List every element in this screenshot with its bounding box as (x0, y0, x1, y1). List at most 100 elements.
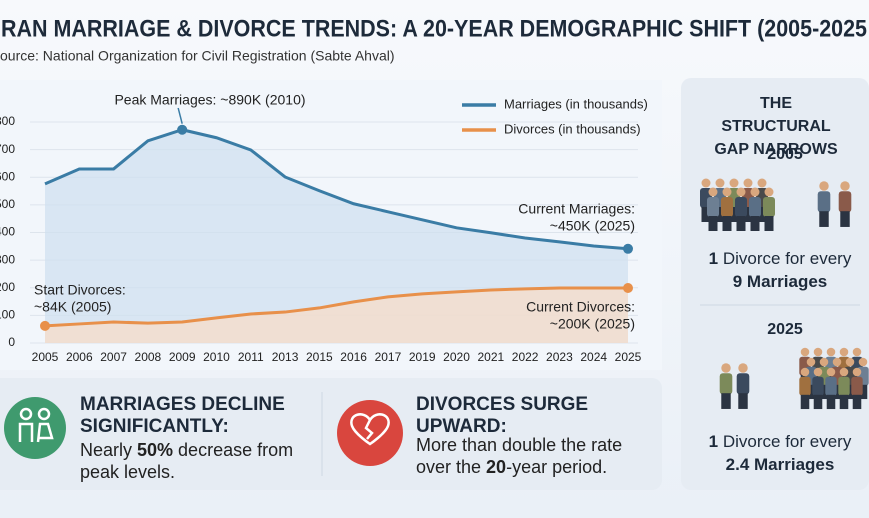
annotation: ~200K (2025) (550, 316, 635, 332)
person-head (750, 187, 760, 197)
emphasis: 2.4 Marriages (725, 455, 835, 474)
x-tick-label: 2024 (580, 350, 607, 364)
person-legs (743, 207, 753, 222)
point (177, 124, 188, 135)
y-tick-label: 100 (0, 308, 15, 322)
annotation: Peak Marriages: ~890K (2010) (114, 92, 305, 108)
person-legs (845, 384, 855, 400)
person-head (729, 178, 739, 188)
text: Divorce for every (718, 432, 852, 451)
point (40, 320, 50, 331)
x-tick-label: 2011 (238, 350, 264, 364)
person-body (736, 373, 750, 395)
marriage-icon (4, 397, 66, 459)
annotation: ~84K (2005) (34, 299, 111, 315)
person-head (819, 357, 829, 367)
person-head (819, 181, 829, 191)
person-head (743, 178, 753, 188)
sidebar-year: 2025 (767, 321, 803, 338)
emphasis: 9 Marriages (732, 272, 828, 291)
person-head (852, 347, 862, 357)
person-head (800, 347, 810, 357)
card-body: More than double the rate over the 20-ye… (416, 434, 641, 478)
card-body: Nearly 50% decrease from peak levels. (80, 439, 305, 483)
person-body (817, 191, 831, 213)
y-tick-label: 400 (0, 225, 15, 239)
person-head (721, 363, 731, 373)
person-legs (757, 207, 767, 222)
person-head (852, 367, 862, 377)
person-legs (840, 211, 850, 227)
x-tick-label: 2025 (615, 350, 642, 364)
sidebar-title: THE STRUCTURAL GAP NARROWS (714, 95, 838, 158)
person-legs (750, 216, 760, 231)
person-body (838, 376, 850, 396)
y-tick-label: 300 (0, 252, 15, 266)
person-legs (736, 216, 746, 231)
person-body (763, 197, 775, 217)
broken-heart-glyph (350, 413, 390, 446)
person-legs (708, 216, 718, 231)
emphasis: 50% (137, 440, 174, 460)
x-tick-label: 2008 (135, 350, 162, 364)
emphasis: 20 (486, 457, 507, 477)
person-body (719, 373, 733, 395)
chart-subtitle: ource: National Organization for Civil R… (0, 48, 395, 64)
y-tick-label: 600 (0, 169, 15, 183)
person-legs (738, 393, 748, 409)
person-legs (813, 394, 823, 410)
person-legs (715, 207, 725, 222)
person-body (707, 197, 719, 217)
person-legs (764, 216, 774, 231)
person-legs (819, 384, 829, 400)
person-legs (839, 394, 849, 410)
x-tick-label: 2005 (32, 350, 59, 364)
chart-title: RAN MARRIAGE & DIVORCE TRENDS: A 20-YEAR… (1, 15, 867, 42)
person-head (722, 187, 732, 197)
person-legs (800, 394, 810, 410)
person-legs (852, 394, 862, 410)
card-heading: DIVORCES SURGE UPWARD: (416, 394, 589, 437)
sidebar-ratio: 1 Divorce for every 9 Marriages (690, 247, 869, 293)
person-head (840, 181, 850, 191)
person-legs (826, 394, 836, 410)
person-body (838, 191, 852, 213)
text: decrease from peak levels. (80, 440, 294, 482)
emphasis: 1 (708, 432, 719, 451)
annotation: Current Marriages: (518, 201, 635, 217)
x-tick-label: 2023 (546, 350, 573, 364)
x-tick-label: 2010 (203, 350, 230, 364)
legend-label: Divorces (in thousands) (504, 121, 641, 136)
legend-label: Marriages (in thousands) (504, 96, 648, 111)
point (623, 243, 633, 254)
x-tick-label: 2015 (306, 350, 333, 364)
sidebar-year: 2005 (767, 146, 803, 163)
y-tick-label: 500 (0, 197, 15, 211)
y-tick-label: 0 (8, 335, 15, 349)
person-legs (858, 384, 868, 400)
person-body (721, 197, 733, 217)
person-head (701, 178, 711, 188)
person-body (799, 376, 811, 396)
annotation: Current Divorces: (526, 299, 635, 315)
text: Divorce for every (718, 249, 852, 268)
x-tick-label: 2007 (100, 350, 127, 364)
person-head (826, 347, 836, 357)
y-tick-label: 800 (0, 114, 15, 128)
area (45, 288, 628, 343)
point (623, 283, 633, 294)
person-head (800, 367, 810, 377)
person-legs (721, 393, 731, 409)
person-head (736, 187, 746, 197)
person-head (839, 367, 849, 377)
person-head (845, 357, 855, 367)
x-tick-label: 2022 (512, 350, 539, 364)
person-legs (729, 207, 739, 222)
person-head (858, 357, 868, 367)
person-head (813, 347, 823, 357)
text: -year period. (506, 457, 608, 477)
emphasis: 1 (708, 249, 719, 268)
x-tick-label: 2006 (66, 350, 93, 364)
